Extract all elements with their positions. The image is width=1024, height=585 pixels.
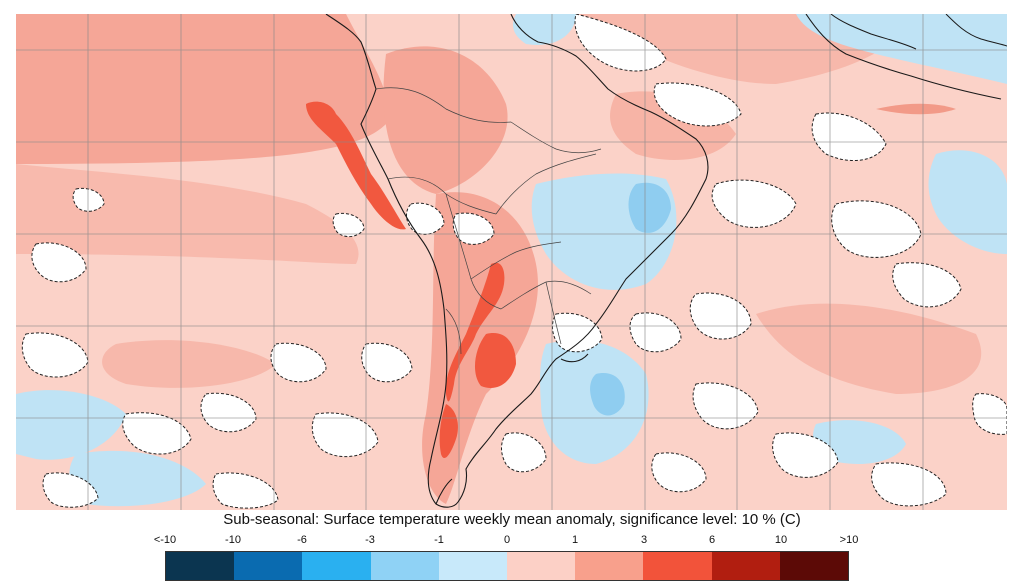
legend-tick: 3: [640, 534, 648, 546]
colorbar-swatch: [234, 552, 303, 580]
colorbar-swatch: [302, 552, 371, 580]
legend-tick: 6: [708, 534, 716, 546]
colorbar-swatch: [779, 552, 849, 580]
colorbar-swatch: [575, 552, 644, 580]
legend-tick: -1: [434, 534, 444, 546]
strong-warm-regions: [306, 101, 516, 459]
graticule: [16, 14, 1007, 510]
map-svg: [16, 14, 1007, 510]
colorbar: [165, 551, 849, 581]
colorbar-swatch: [370, 552, 439, 580]
legend-tick: -3: [365, 534, 375, 546]
legend-tick: 0: [503, 534, 511, 546]
colorbar-swatch: [711, 552, 780, 580]
legend-tick: <-10: [153, 534, 177, 546]
map-title: Sub-seasonal: Surface temperature weekly…: [223, 511, 801, 528]
legend-tick: -6: [297, 534, 307, 546]
coastline: [325, 14, 1002, 508]
legend-tick: >10: [839, 534, 859, 546]
legend-tick: -10: [225, 534, 241, 546]
anomaly-map: [16, 14, 1007, 510]
nonsignificant-patches: [21, 14, 1007, 509]
country-borders: [375, 87, 602, 355]
colorbar-swatch: [166, 552, 235, 580]
colorbar-legend: <-10 -10 -6 -3 -1 0 1 3 6 10 >10: [154, 534, 858, 582]
colorbar-swatch: [507, 552, 576, 580]
legend-tick: 1: [571, 534, 579, 546]
moderate-cool-regions: [590, 182, 671, 416]
colorbar-swatch: [438, 552, 508, 580]
north-america-coast: [830, 14, 1007, 50]
colorbar-swatch: [643, 552, 712, 580]
legend-tick: 10: [774, 534, 788, 546]
